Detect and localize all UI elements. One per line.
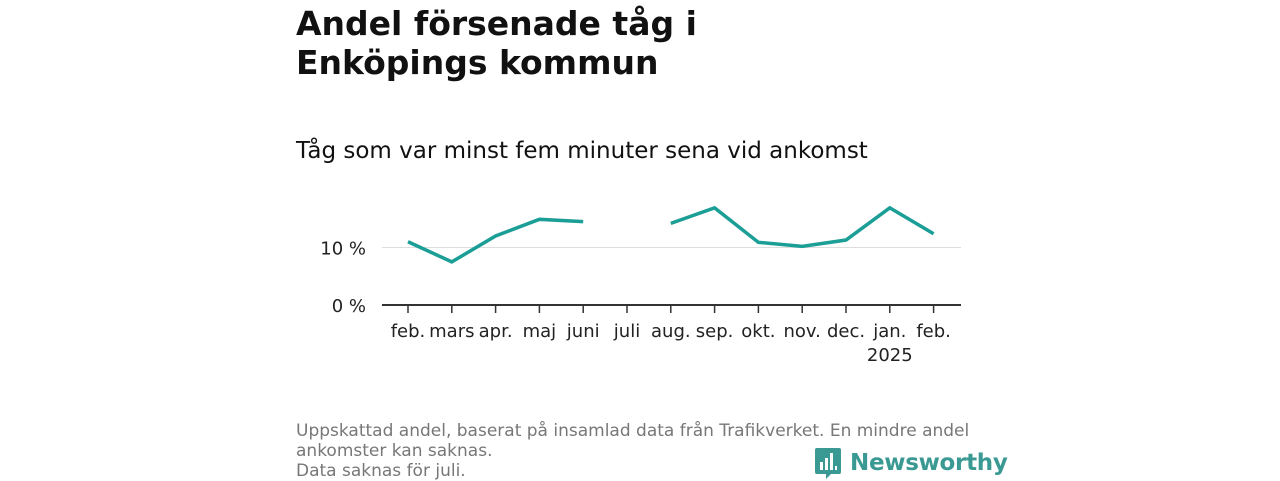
x-tick-label: apr. <box>479 321 513 342</box>
line-chart: 0 %10 %feb. mars apr. maj juni juli aug. sep. ok… <box>320 205 961 367</box>
x-tick-label: jan. <box>872 321 906 342</box>
x-tick-label: mars <box>429 321 474 342</box>
footer-note-1: Uppskattad andel, baserat på insamlad da… <box>296 421 970 441</box>
footer-note-3: Data saknas för juli. <box>296 461 466 481</box>
y-tick-label: 0 % <box>332 296 366 317</box>
x-tick-label: feb. <box>916 321 951 342</box>
x-tick-label: juni <box>566 321 600 342</box>
y-tick-label: 10 % <box>320 239 366 260</box>
newsworthy-brand: Newsworthy <box>814 446 1008 480</box>
x-tick-label: feb. <box>391 321 426 342</box>
footer-note-2: ankomster kan saknas. <box>296 441 493 461</box>
chart-footer: Uppskattad andel, baserat på insamlad da… <box>296 421 986 481</box>
x-tick-label: okt. <box>741 321 775 342</box>
chart-subtitle: Tåg som var minst fem minuter sena vid a… <box>296 138 868 164</box>
label-layer: 0 %10 %feb. mars apr. maj juni juli aug. sep. ok… <box>320 239 951 367</box>
chart-title: Andel försenade tåg i Enköpings kommun <box>296 4 697 82</box>
brand-name: Newsworthy <box>850 450 1008 476</box>
series-layer <box>407 205 935 264</box>
series-line-segment <box>670 205 935 249</box>
x-tick-sublabel: 2025 <box>867 345 913 366</box>
axis-layer <box>382 304 961 313</box>
x-tick-label: nov. <box>783 321 820 342</box>
series-line-segment <box>407 217 584 264</box>
x-tick-label: sep. <box>696 321 734 342</box>
x-tick-label: aug. <box>651 321 691 342</box>
x-tick-label: maj <box>523 321 557 342</box>
newsworthy-logo-icon <box>815 448 841 479</box>
x-tick-label: juli <box>613 321 640 342</box>
x-tick-label: dec. <box>827 321 865 342</box>
